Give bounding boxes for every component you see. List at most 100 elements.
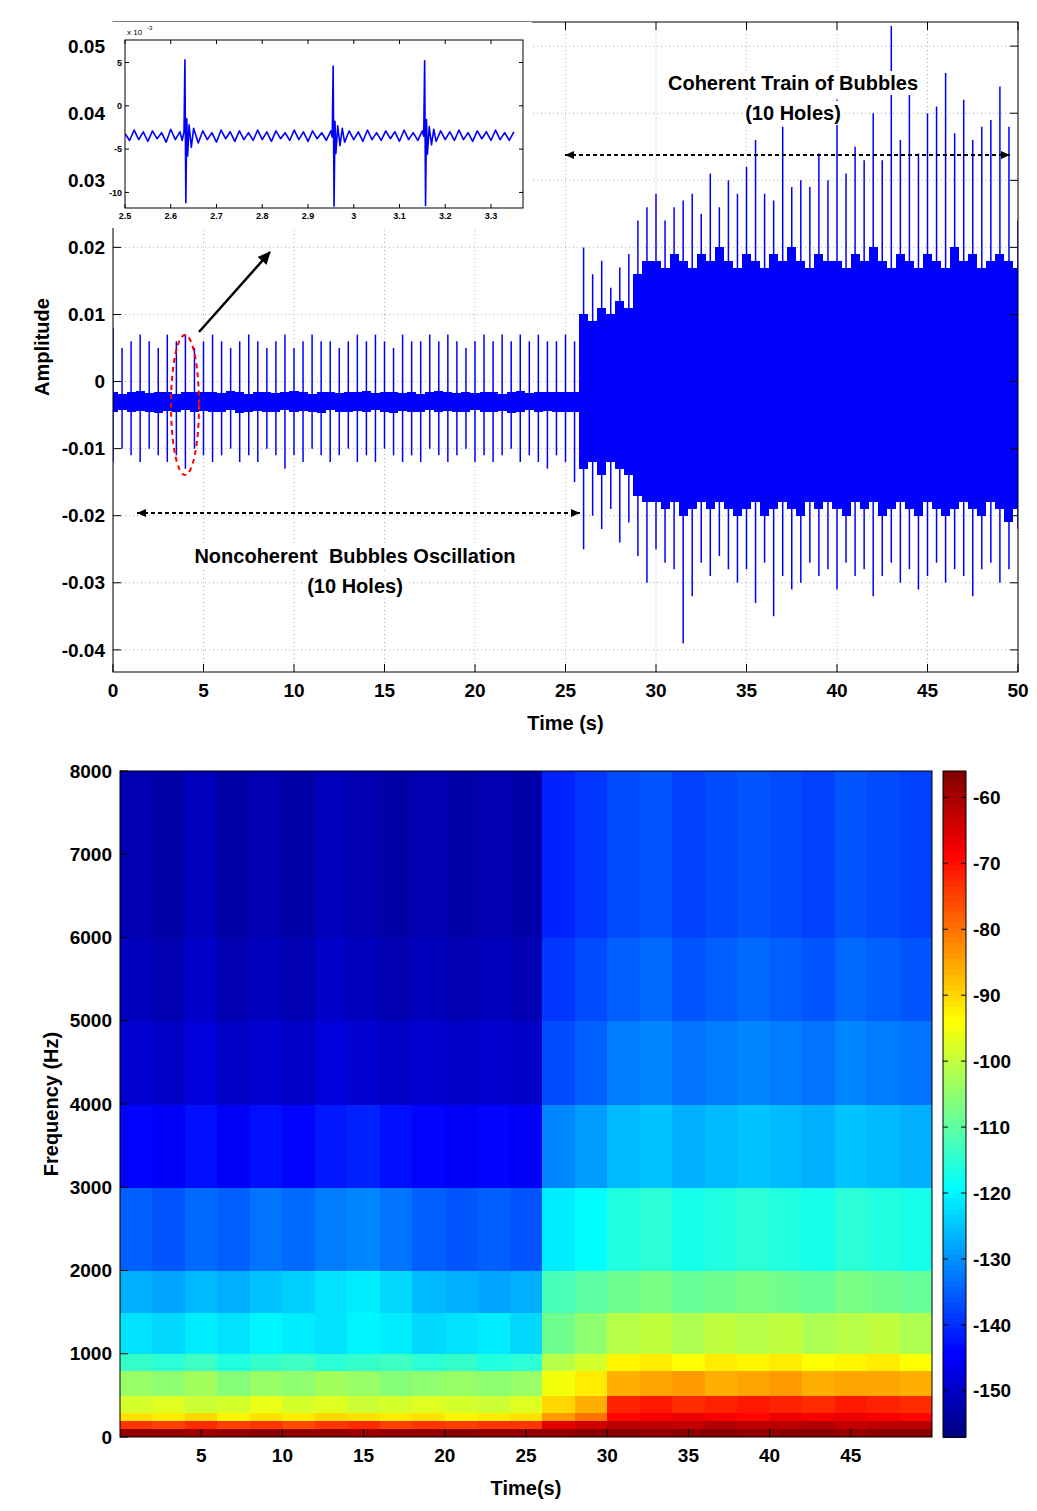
spectrogram-cell [217,1370,250,1396]
y-tick [120,854,128,855]
spectrogram-cell [185,1021,218,1105]
spectrogram-cell [477,1021,510,1105]
spectrogram-cell [867,771,900,938]
spectrogram-cell [575,1187,608,1271]
colorbar-strip [943,802,966,808]
colorbar-tick [943,1324,948,1325]
x-tick-label: 20 [434,1445,455,1466]
signal-peak [248,335,250,456]
spectrogram-cell [477,1312,510,1354]
colorbar-strip [943,792,966,798]
signal-peak [492,341,494,462]
spectrogram-cell [152,1429,185,1437]
spectrogram-cell [445,1395,478,1412]
signal-peak [257,341,259,462]
spectrogram-cell [607,1420,640,1429]
colorbar-strip [943,1010,966,1016]
colorbar-strip [943,1161,966,1167]
spectrogram-cell [412,1354,445,1371]
spectrogram-cell [867,938,900,1022]
spectrogram-cell [152,1104,185,1188]
x-tick-label: 5 [196,1445,207,1466]
spectrogram-cell [315,1412,348,1421]
colorbar-tick-label: -100 [973,1051,1011,1072]
spectrogram-cell [737,1271,770,1313]
spectrogram-cell [315,1312,348,1354]
signal-peak [176,341,178,455]
spectrogram-cell [250,1312,283,1354]
x-tick-label: 40 [759,1445,780,1466]
x-tick [307,204,308,208]
spectrogram-cell [412,1370,445,1396]
colorbar-tick [961,1390,966,1391]
y-tick [113,381,121,382]
spectrogram-cell [867,1271,900,1313]
spectrogram-cell [607,1187,640,1271]
spectrogram-cell [217,1271,250,1313]
spectrogram-cell [835,1021,868,1105]
spectrogram-cell [510,1104,543,1188]
spectrogram-cell [217,1395,250,1412]
spectrogram-cell [315,1395,348,1412]
colorbar-strip [943,995,966,1001]
signal-peak [185,335,187,469]
colorbar-tick [943,1193,948,1194]
spectrogram-cell [217,1429,250,1437]
figure: 05101520253035404550-0.04-0.03-0.02-0.01… [0,0,1037,1511]
x-tick [363,1429,364,1437]
colorbar-strip [943,1151,966,1157]
spectrogram-cell [802,1412,835,1421]
signal-peak [474,341,476,462]
signal-peak [999,86,1001,582]
y-tick [1010,46,1018,47]
signal-peak [583,247,585,549]
colorbar-strip [943,1083,966,1089]
colorbar-tick [961,1061,966,1062]
spectrogram-cell [510,1271,543,1313]
y-tick-label: 0.03 [68,170,105,191]
spectrogram-cell [347,938,380,1022]
colorbar-tick [961,1127,966,1128]
spectrogram-cell [867,1395,900,1412]
signal-peak [366,341,368,455]
y-tick-label: 5000 [70,1010,112,1031]
spectrogram-cell [835,1412,868,1421]
y-tick-label: 7000 [70,844,112,865]
spectrogram-cell [347,1021,380,1105]
colorbar-strip [943,1239,966,1245]
y-tick [1010,314,1018,315]
signal-peak [628,254,630,522]
spectrogram-cell [412,1187,445,1271]
spectrogram-cell [900,1412,932,1421]
spectrogram-cell [477,1370,510,1396]
spectrogram-cell [347,1187,380,1271]
y-tick [1010,113,1018,114]
spectrogram-cell [575,1354,608,1371]
colorbar-strip [943,1297,966,1303]
spectrogram-cell [412,1271,445,1313]
signal-peak [212,335,214,462]
spectrogram-cell [412,1395,445,1412]
spectrogram-cell [477,1271,510,1313]
signal-peak [809,187,811,563]
spectrogram-cell [152,1370,185,1396]
signal-peak [311,335,313,449]
signal-peak [139,335,141,462]
colorbar-strip [943,948,966,954]
spectrogram-cell [510,1187,543,1271]
spectrogram-cell [347,1354,380,1371]
signal-peak [230,348,232,449]
colorbar-strip [943,1291,966,1297]
spectrogram-cell [380,1395,413,1412]
spectrogram-cell [250,1420,283,1429]
x-tick [1018,664,1019,672]
colorbar-strip [943,953,966,959]
spectrogram-cell [705,1420,738,1429]
colorbar-strip [943,1156,966,1162]
y-tick [120,1270,128,1271]
spectrogram-cell [217,1104,250,1188]
colorbar-strip [943,1042,966,1048]
annotation: Noncoherent Bubbles Oscillation(10 Holes… [191,544,518,598]
x-tick [565,22,566,30]
y-tick [113,515,121,516]
